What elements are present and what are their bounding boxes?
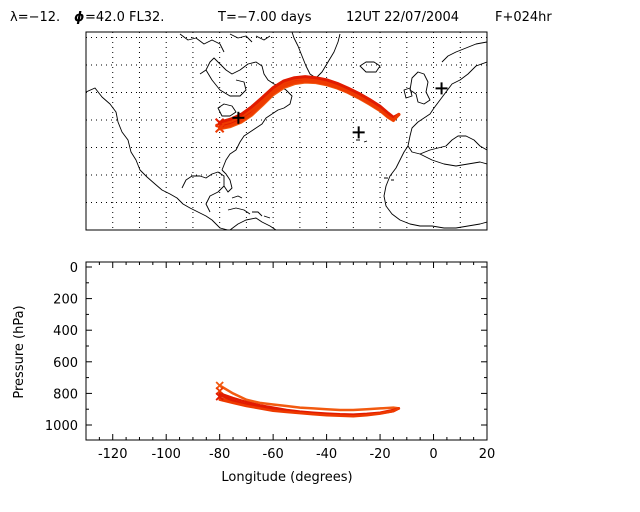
x-tick-label: -120 [98, 447, 128, 462]
coast-canada-east [199, 57, 293, 115]
coast-canaries [384, 177, 394, 181]
y-tick-label: 1000 [45, 419, 78, 434]
map-trajectory-4 [218, 75, 401, 124]
coast-greenland [291, 32, 341, 79]
x-tick-label: -20 [369, 447, 390, 462]
coast-arctic-islands [179, 33, 271, 53]
coast-south-america [229, 217, 277, 230]
x-tick-label: -60 [263, 447, 284, 462]
y-tick-label: 0 [70, 261, 78, 276]
map-trajectory-5 [218, 79, 401, 130]
profile-trajectories [215, 381, 401, 418]
y-tick-label: 400 [53, 324, 78, 339]
profile-start-marker-stroke [215, 392, 224, 401]
coast-british-isles [403, 71, 431, 105]
profile-frame [85, 261, 488, 441]
coast-hudson-bay [205, 69, 247, 97]
map-gridlines [86, 32, 487, 230]
profile-series-1 [218, 384, 401, 412]
map-cross-2 [352, 126, 365, 139]
map-cross-markers [232, 82, 448, 139]
x-tick-label: 20 [479, 447, 496, 462]
coast-africa [383, 145, 487, 229]
coast-azores [356, 139, 368, 143]
x-tick-label: -80 [209, 447, 230, 462]
map-start-marker-stroke [214, 123, 225, 133]
header-phi-symbol: ϕ [74, 10, 84, 25]
header-lambda: λ=−12. [10, 10, 60, 25]
x-tick-label: -40 [316, 447, 337, 462]
x-tick-label: 0 [429, 447, 437, 462]
map-coastlines [86, 32, 487, 230]
map-start-marker-2 [214, 123, 225, 133]
header-phi-value: =42.0 FL32. [85, 10, 164, 25]
map-frame [85, 31, 488, 231]
header-forecast: F+024hr [495, 10, 552, 25]
y-axis-label: Pressure (hPa) [12, 305, 27, 398]
profile-series-5 [218, 398, 401, 418]
x-tick-label: -100 [151, 447, 181, 462]
map-cross-3 [435, 82, 448, 95]
coast-mexico-gulf [181, 171, 225, 213]
coast-us-east [221, 113, 273, 171]
x-axis-label: Longitude (degrees) [221, 470, 352, 485]
y-tick-label: 600 [53, 356, 78, 371]
coast-scandinavia [441, 41, 487, 63]
coast-north-america [86, 87, 229, 230]
coast-florida [221, 169, 233, 193]
map-cross-1 [232, 111, 245, 124]
header-date: 12UT 22/07/2004 [346, 10, 459, 25]
coast-mediterranean [419, 153, 487, 167]
coast-europe [407, 61, 487, 155]
pressure-profile-panel: -120 -100 -80 -60 -40 -20 0 2002004006008001000… [12, 261, 495, 485]
header-time: T=−7.00 days [217, 10, 312, 25]
y-tick-label: 800 [53, 387, 78, 402]
coast-caribbean [227, 195, 271, 219]
profile-start-marker-3 [215, 392, 224, 401]
map-trajectories [214, 75, 401, 133]
coast-iceland [359, 61, 381, 73]
y-tick-label: 200 [53, 293, 78, 308]
map-panel [85, 31, 488, 231]
